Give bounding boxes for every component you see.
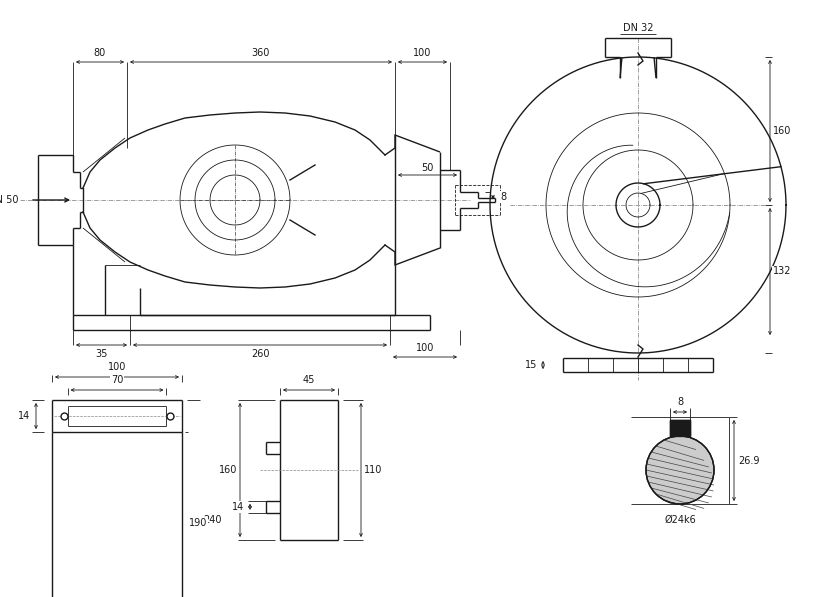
Text: 190: 190 <box>189 518 207 528</box>
Text: 160: 160 <box>773 126 791 136</box>
Text: 240: 240 <box>203 515 221 525</box>
Text: 100: 100 <box>414 48 432 58</box>
Text: 26.9: 26.9 <box>738 456 760 466</box>
Text: 8: 8 <box>677 397 683 407</box>
Text: DN 32: DN 32 <box>622 23 653 33</box>
Text: Ø24k6: Ø24k6 <box>664 515 696 525</box>
Text: 35: 35 <box>96 349 107 359</box>
Text: 360: 360 <box>252 48 270 58</box>
Polygon shape <box>670 420 690 436</box>
Text: 110: 110 <box>364 465 382 475</box>
Text: 80: 80 <box>94 48 106 58</box>
Text: 100: 100 <box>108 362 126 372</box>
Text: 45: 45 <box>303 375 315 385</box>
Text: 8: 8 <box>500 192 506 202</box>
Circle shape <box>646 436 714 504</box>
Text: 260: 260 <box>250 349 270 359</box>
Text: 14: 14 <box>232 502 244 512</box>
Text: 50: 50 <box>421 163 433 173</box>
Text: 132: 132 <box>773 266 791 276</box>
Text: 100: 100 <box>416 343 434 353</box>
Text: 160: 160 <box>219 465 237 475</box>
Text: DN 50: DN 50 <box>0 195 18 205</box>
Text: 14: 14 <box>17 411 30 421</box>
Text: 70: 70 <box>111 375 123 385</box>
Text: 15: 15 <box>525 360 537 370</box>
